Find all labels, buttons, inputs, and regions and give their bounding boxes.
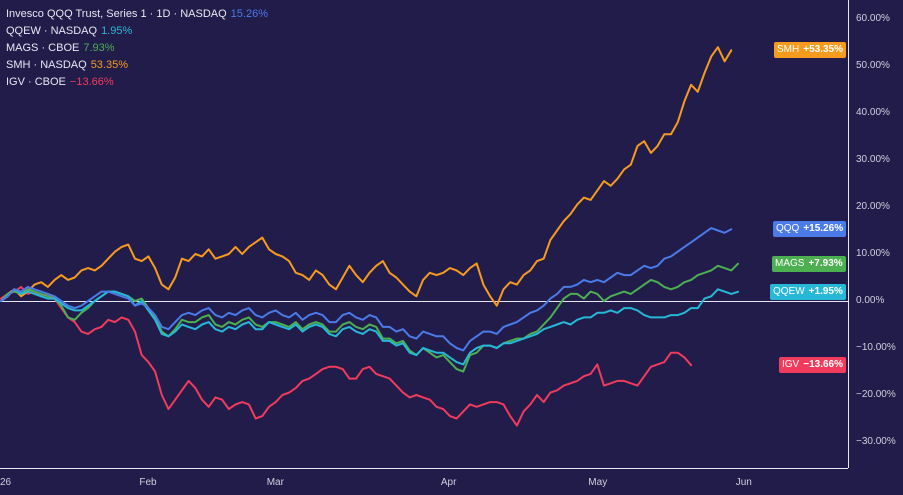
y-tick-label: −10.00% xyxy=(856,342,896,353)
last-value-tag-qqew: QQEW +1.95% xyxy=(770,283,846,300)
legend-row-qqew[interactable]: QQEW · NASDAQ 1.95% xyxy=(6,23,268,40)
legend-label-igv: IGV · CBOE xyxy=(6,76,66,88)
y-tick-label: −30.00% xyxy=(856,436,896,447)
x-tick-label: Feb xyxy=(139,477,157,488)
legend-label-mags: MAGS · CBOE xyxy=(6,42,80,54)
tag-symbol: QQQ xyxy=(776,223,800,235)
last-value-tag-mags: MAGS +7.93% xyxy=(772,255,846,272)
y-tick-label: −20.00% xyxy=(856,389,896,400)
y-tick-label: 40.00% xyxy=(856,107,890,118)
last-value-tag-smh: SMH +53.35% xyxy=(774,42,846,59)
legend-row-smh[interactable]: SMH · NASDAQ 53.35% xyxy=(6,57,268,74)
last-value-tag-igv: IGV −13.66% xyxy=(779,357,846,374)
y-tick-label: 20.00% xyxy=(856,201,890,212)
legend-value-igv: −13.66% xyxy=(69,76,114,88)
legend-row-igv[interactable]: IGV · CBOE −13.66% xyxy=(6,74,268,91)
legend-value-qqew: 1.95% xyxy=(101,25,133,37)
series-line-qqew[interactable] xyxy=(0,288,739,366)
last-value-tag-qqq: QQQ +15.26% xyxy=(773,221,847,238)
tag-value: +1.95% xyxy=(808,285,843,297)
tag-value: −13.66% xyxy=(803,359,843,371)
tag-symbol: QQEW xyxy=(773,285,805,297)
legend-row-mags[interactable]: MAGS · CBOE 7.93% xyxy=(6,40,268,57)
tag-value: +53.35% xyxy=(803,44,843,56)
legend-value-smh: 53.35% xyxy=(90,59,128,71)
y-tick-label: 10.00% xyxy=(856,248,890,259)
x-tick-label: May xyxy=(588,477,608,488)
x-tick-label: Jun xyxy=(735,477,752,488)
y-tick-label: 50.00% xyxy=(856,60,890,71)
x-tick-label: Mar xyxy=(266,477,284,488)
y-tick-label: 30.00% xyxy=(856,154,890,165)
series-line-qqq[interactable] xyxy=(0,227,733,352)
y-tick-label: 0.00% xyxy=(856,295,885,306)
tag-symbol: IGV xyxy=(782,359,800,371)
legend-label-qqew: QQEW · NASDAQ xyxy=(6,25,98,37)
y-tick-label: 60.00% xyxy=(856,13,890,24)
legend-value-mags: 7.93% xyxy=(83,42,115,54)
x-tick-label: 26 xyxy=(0,477,12,488)
legend-label-qqq: Invesco QQQ Trust, Series 1 · 1D · NASDA… xyxy=(6,8,227,20)
tag-value: +7.93% xyxy=(808,257,843,269)
legend-label-smh: SMH · NASDAQ xyxy=(6,59,87,71)
series-line-igv[interactable] xyxy=(0,285,693,427)
series-line-smh[interactable] xyxy=(0,46,733,307)
tag-value: +15.26% xyxy=(803,223,844,235)
tag-symbol: MAGS xyxy=(775,257,805,269)
legend-row-qqq[interactable]: Invesco QQQ Trust, Series 1 · 1D · NASDA… xyxy=(6,6,268,23)
x-tick-label: Apr xyxy=(440,477,457,488)
series-group xyxy=(0,46,739,427)
series-line-mags[interactable] xyxy=(0,262,739,373)
tag-symbol: SMH xyxy=(777,44,800,56)
legend: Invesco QQQ Trust, Series 1 · 1D · NASDA… xyxy=(6,6,268,91)
legend-value-qqq: 15.26% xyxy=(230,8,268,20)
